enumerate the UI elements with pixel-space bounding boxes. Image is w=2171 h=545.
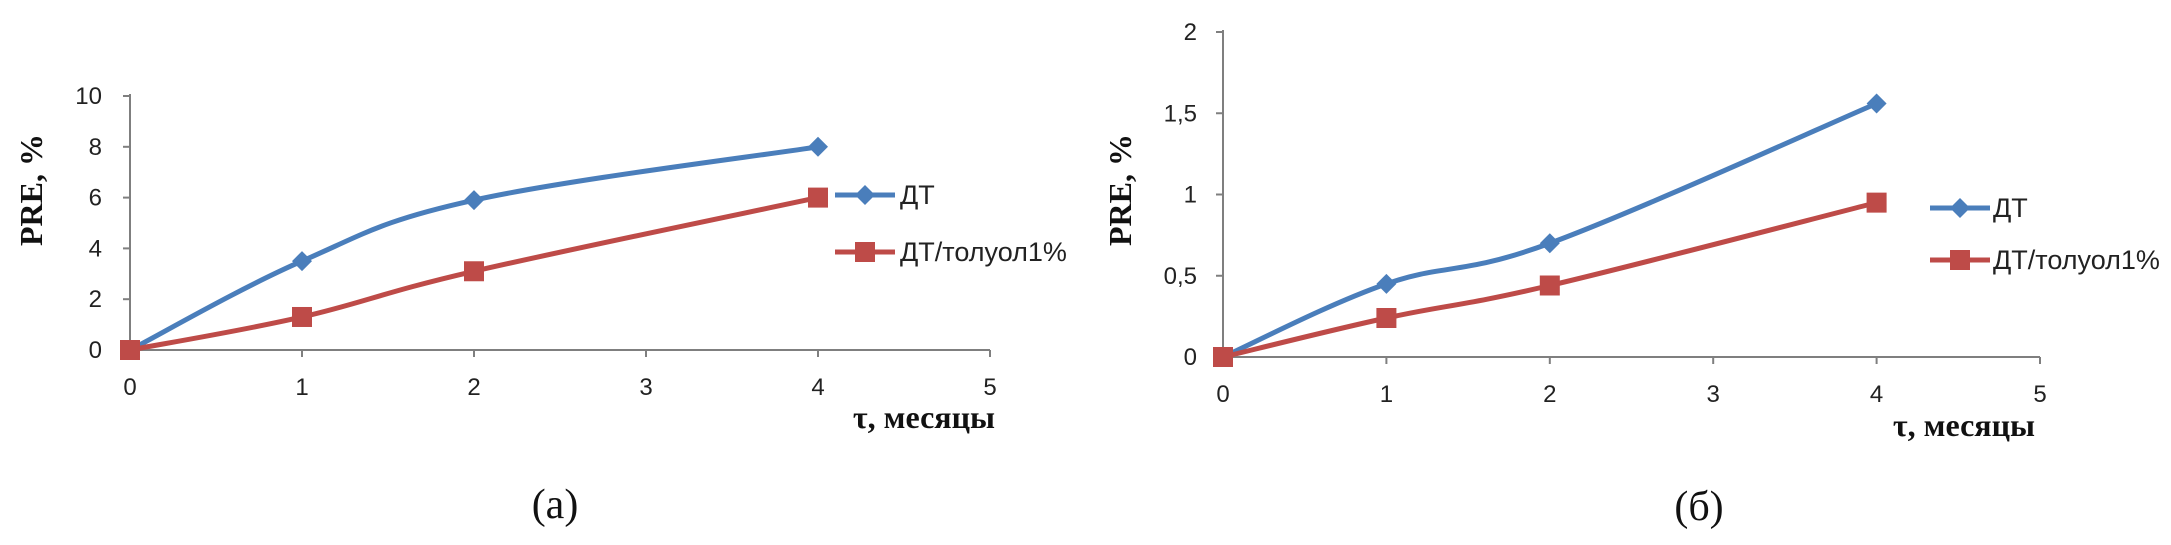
legend-marker (855, 185, 875, 205)
series-dt-toluene (1213, 192, 1887, 367)
x-tick-label: 0 (1216, 381, 1229, 408)
series-dt (120, 136, 828, 360)
x-tick-label: 1 (295, 374, 308, 401)
data-point (808, 136, 828, 157)
data-point (1213, 347, 1233, 367)
data-point (464, 190, 484, 211)
y-tick-label: 8 (89, 134, 102, 161)
series-dt (1213, 93, 1887, 367)
data-point (1376, 308, 1397, 328)
chart-a-svg: 0 2 4 6 8 10 0 1 2 3 4 5 PRE, % τ, месяцы ДТ ДТ/толуол1… (13, 83, 1067, 528)
x-axis-label: τ, месяцы (1893, 407, 2035, 443)
y-axis-label: PRE, % (1102, 134, 1138, 246)
y-tick-label: 1,5 (1164, 100, 1197, 127)
legend-item: ДТ (1930, 193, 2028, 223)
data-point (1376, 273, 1397, 294)
x-tick-label: 4 (1870, 381, 1883, 408)
data-point (120, 340, 140, 360)
y-tick-label: 1 (1184, 182, 1197, 209)
legend-marker (1950, 250, 1970, 270)
x-tick-label: 5 (983, 374, 996, 401)
x-tick-label: 3 (1707, 381, 1720, 408)
legend-marker (1950, 198, 1970, 218)
chart-b: 0 0,5 1 1,5 2 0 1 2 3 4 5 PRE, % τ, месяцы ДТ ДТ/толуо… (1085, 0, 2171, 540)
data-point (1539, 233, 1560, 254)
x-tick-label: 2 (467, 374, 480, 401)
legend-item: ДТ/толуол1% (835, 237, 1067, 267)
y-tick-label: 2 (89, 286, 102, 313)
y-tick-label: 6 (89, 185, 102, 212)
x-tick-label: 2 (1543, 381, 1556, 408)
chart-caption: (а) (532, 482, 579, 528)
data-point (1866, 93, 1887, 114)
chart-b-svg: 0 0,5 1 1,5 2 0 1 2 3 4 5 PRE, % τ, месяцы ДТ ДТ/толуо… (1102, 19, 2160, 530)
data-point (292, 251, 312, 272)
y-tick-label: 0 (89, 337, 102, 364)
series-line (1220, 200, 1880, 360)
data-point (1539, 275, 1560, 296)
x-tick-label: 4 (811, 374, 824, 401)
legend-label: ДТ/толуол1% (1993, 245, 2160, 275)
chart-caption: (б) (1674, 484, 1723, 530)
legend-item: ДТ (835, 180, 935, 210)
y-tick-label: 0,5 (1164, 263, 1197, 290)
x-tick-label: 0 (123, 374, 136, 401)
y-tick-label: 2 (1184, 19, 1197, 46)
data-point (464, 261, 484, 282)
x-tick-label: 1 (1380, 381, 1393, 408)
series-line (127, 144, 821, 353)
legend-marker (855, 242, 875, 262)
legend-label: ДТ (1993, 193, 2028, 223)
x-axis-label: τ, месяцы (853, 399, 995, 435)
legend-label: ДТ (900, 180, 935, 210)
x-tick-label: 5 (2033, 381, 2046, 408)
chart-a: 0 2 4 6 8 10 0 1 2 3 4 5 PRE, % τ, месяцы ДТ ДТ/толуол1… (0, 0, 1085, 540)
y-tick-label: 4 (89, 235, 102, 262)
legend-item: ДТ/толуол1% (1930, 245, 2160, 275)
y-tick-label: 0 (1184, 344, 1197, 371)
y-tick-label: 10 (75, 83, 102, 110)
legend-label: ДТ/толуол1% (900, 237, 1067, 267)
series-line (1220, 101, 1880, 360)
data-point (292, 306, 312, 327)
y-axis-label: PRE, % (13, 134, 49, 246)
data-point (808, 187, 828, 208)
series-dt-toluene (120, 187, 828, 360)
series-line (127, 195, 821, 353)
x-tick-label: 3 (639, 374, 652, 401)
data-point (1866, 192, 1887, 213)
